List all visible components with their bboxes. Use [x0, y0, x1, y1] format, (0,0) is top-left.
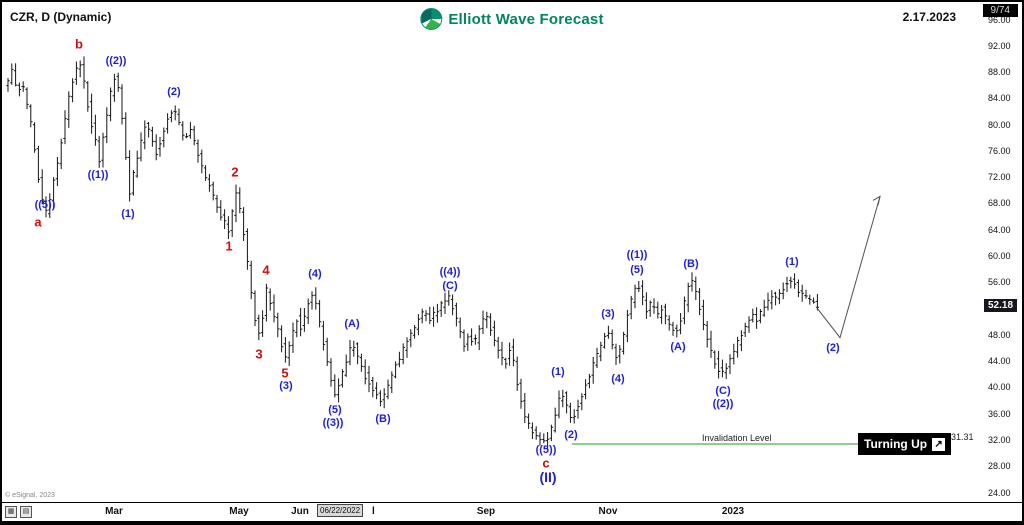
wave-label: (4)	[308, 268, 322, 280]
wave-label: 1	[225, 238, 233, 254]
wave-label: a	[34, 214, 42, 230]
price-tick-label: 72.00	[988, 172, 1011, 183]
symbol-title: CZR, D (Dynamic)	[10, 10, 112, 24]
wave-label: ((2))	[105, 55, 127, 67]
wave-label: ((3))	[322, 417, 344, 429]
price-tick-label: 24.00	[988, 487, 1011, 498]
wave-label: ((1))	[626, 249, 648, 261]
wave-label: (4)	[611, 373, 625, 385]
price-tick-label: 84.00	[988, 93, 1011, 104]
wave-label: (B)	[683, 258, 699, 270]
wave-label: 5	[281, 365, 289, 381]
price-tick-label: 96.00	[988, 14, 1011, 25]
price-tick-label: 28.00	[988, 461, 1011, 472]
price-tick-label: 60.00	[988, 251, 1011, 261]
last-price-tag: 52.18	[984, 298, 1018, 312]
wave-label: ((4))	[439, 266, 461, 278]
chart-date: 2.17.2023	[902, 10, 956, 24]
wave-label: 3	[255, 346, 263, 362]
covered-month-tail: l	[372, 506, 375, 517]
wave-label: 4	[262, 262, 270, 278]
axis-toolbar: ▦ ▤	[5, 506, 32, 518]
price-tick-label: 76.00	[988, 145, 1011, 156]
corner-badge[interactable]: 9/74	[982, 4, 1018, 17]
wave-label: ((2))	[712, 398, 734, 410]
ohlc-bars	[6, 56, 820, 449]
chart-style-icon[interactable]: ▦	[5, 506, 17, 518]
price-tick-label: 80.00	[988, 119, 1011, 130]
turning-up-callout: Turning Up ↗	[858, 433, 952, 455]
wave-label: (C)	[442, 280, 458, 292]
wave-label: b	[75, 36, 83, 52]
wave-label: (1)	[121, 208, 135, 220]
wave-label: 2	[231, 164, 239, 180]
wave-label: (1)	[785, 256, 799, 268]
price-tick-label: 40.00	[988, 382, 1011, 393]
wave-label: (II)	[539, 469, 557, 485]
price-tick-label: 64.00	[988, 224, 1011, 235]
wave-label: (2)	[826, 342, 840, 354]
wave-label: (3)	[601, 308, 615, 320]
brand-logo-icon	[420, 8, 443, 30]
wave-label: (2)	[167, 86, 181, 98]
invalidation-level-label: Invalidation Level	[702, 433, 772, 443]
wave-label: (5)	[630, 264, 644, 276]
price-tick-label: 88.00	[988, 67, 1011, 78]
brand: Elliott Wave Forecast	[420, 8, 603, 30]
wave-label: (3)	[279, 380, 293, 392]
month-label: Nov	[598, 506, 618, 517]
month-label: 2023	[721, 506, 745, 517]
wave-label: c	[542, 455, 550, 471]
wave-label: ((5))	[34, 199, 56, 211]
projection-path	[815, 196, 881, 339]
turning-up-label: Turning Up	[864, 437, 928, 451]
wave-label: (1)	[551, 366, 565, 378]
wave-label: (C)	[715, 385, 731, 397]
wave-label: ((1))	[87, 169, 109, 181]
price-tick-label: 32.00	[988, 434, 1011, 445]
price-tick-label: 48.00	[988, 329, 1011, 340]
wave-label: (A)	[670, 341, 686, 353]
up-right-arrow-icon: ↗	[932, 437, 946, 451]
lock-icon[interactable]: ▤	[20, 506, 32, 518]
projection-arrowhead	[872, 195, 881, 206]
price-tick-label: 44.00	[988, 356, 1011, 367]
month-label: Sep	[476, 506, 496, 517]
time-axis[interactable]: ▦ ▤ 06/22/2022 l Mar May Jun Sep Nov 2023	[2, 502, 1022, 521]
invalidation-price-label: 31.31	[951, 432, 974, 442]
wave-label: ((5))	[535, 444, 557, 456]
copyright-note: © eSignal, 2023	[5, 492, 55, 499]
month-label: Jun	[291, 506, 309, 517]
month-label: Mar	[105, 506, 123, 517]
date-marker-box: 06/22/2022	[317, 504, 364, 517]
wave-label: (2)	[564, 429, 578, 441]
wave-label: (A)	[344, 318, 360, 330]
price-tick-label: 36.00	[988, 408, 1011, 419]
price-tick-label: 56.00	[988, 277, 1011, 288]
price-tick-label: 92.00	[988, 40, 1011, 51]
price-tick-label: 68.00	[988, 198, 1011, 209]
wave-label: (B)	[375, 413, 391, 425]
brand-name: Elliott Wave Forecast	[448, 10, 604, 28]
month-label: May	[229, 506, 249, 517]
price-axis[interactable]: 52.18 96.00 92.00 88.00 84.00 80.00 76.00 72.0…	[984, 2, 1022, 502]
wave-label: (5)	[328, 404, 342, 416]
